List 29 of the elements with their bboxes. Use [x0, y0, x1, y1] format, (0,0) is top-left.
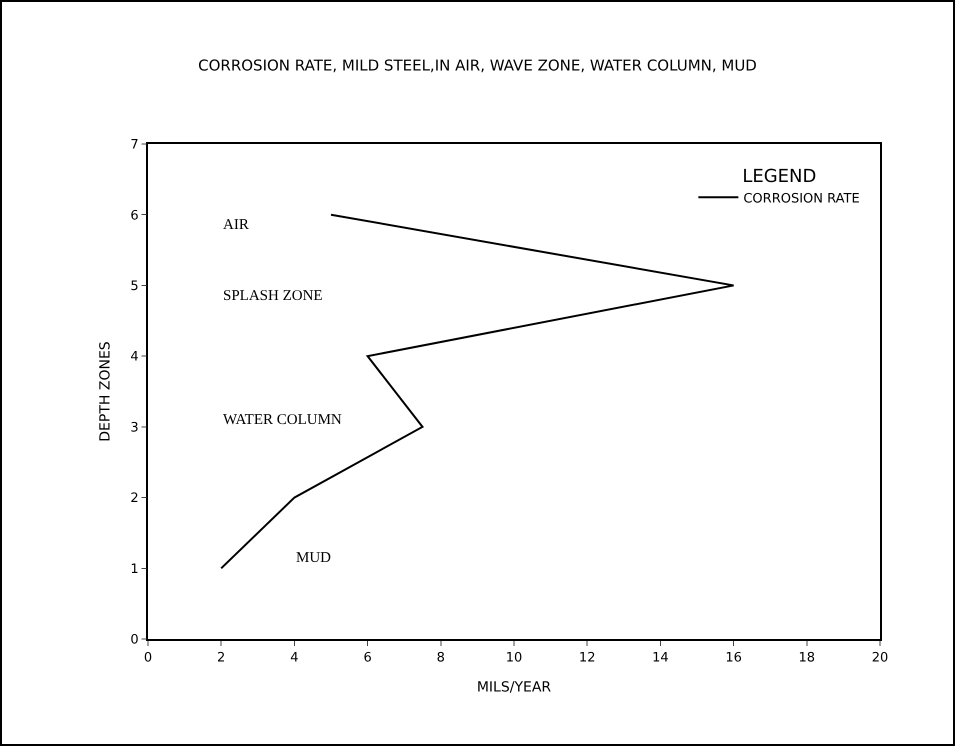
legend-label: CORROSION RATE [743, 191, 860, 206]
x-tick-label: 18 [798, 650, 816, 666]
x-tick-label: 2 [217, 650, 226, 666]
x-axis-title: MILS/YEAR [476, 680, 552, 696]
annotation: AIR [223, 217, 249, 233]
x-tick-label: 16 [725, 650, 742, 666]
x-tick-label: 6 [363, 650, 372, 666]
annotation: SPLASH ZONE [223, 288, 323, 304]
x-tick-label: 10 [506, 650, 522, 666]
x-tick-label: 12 [578, 650, 596, 666]
y-tick-label: 3 [130, 420, 139, 436]
y-tick-label: 4 [130, 350, 139, 365]
x-tick-label: 4 [290, 650, 299, 666]
line-series [220, 214, 735, 570]
y-tick-label: 7 [130, 138, 139, 153]
annotation: WATER COLUMN [223, 412, 342, 428]
y-tick-label: 0 [130, 632, 139, 648]
x-tick-label: 8 [436, 650, 445, 666]
y-tick-label: 6 [130, 208, 139, 224]
x-tick-label: 14 [652, 650, 669, 666]
chart-title: CORROSION RATE, MILD STEEL,IN AIR, WAVE ZONE, WATER COLUMN, MUD [198, 56, 757, 74]
legend-title: LEGEND [742, 166, 816, 188]
annotation: MUD [296, 550, 332, 566]
x-tick-label: 0 [144, 650, 152, 666]
x-tick-label: 20 [872, 650, 888, 666]
y-tick-label: 1 [130, 562, 139, 577]
y-tick-label: 5 [130, 278, 139, 294]
y-axis-title: DEPTH ZONES [98, 341, 114, 442]
y-tick-label: 2 [130, 491, 139, 506]
